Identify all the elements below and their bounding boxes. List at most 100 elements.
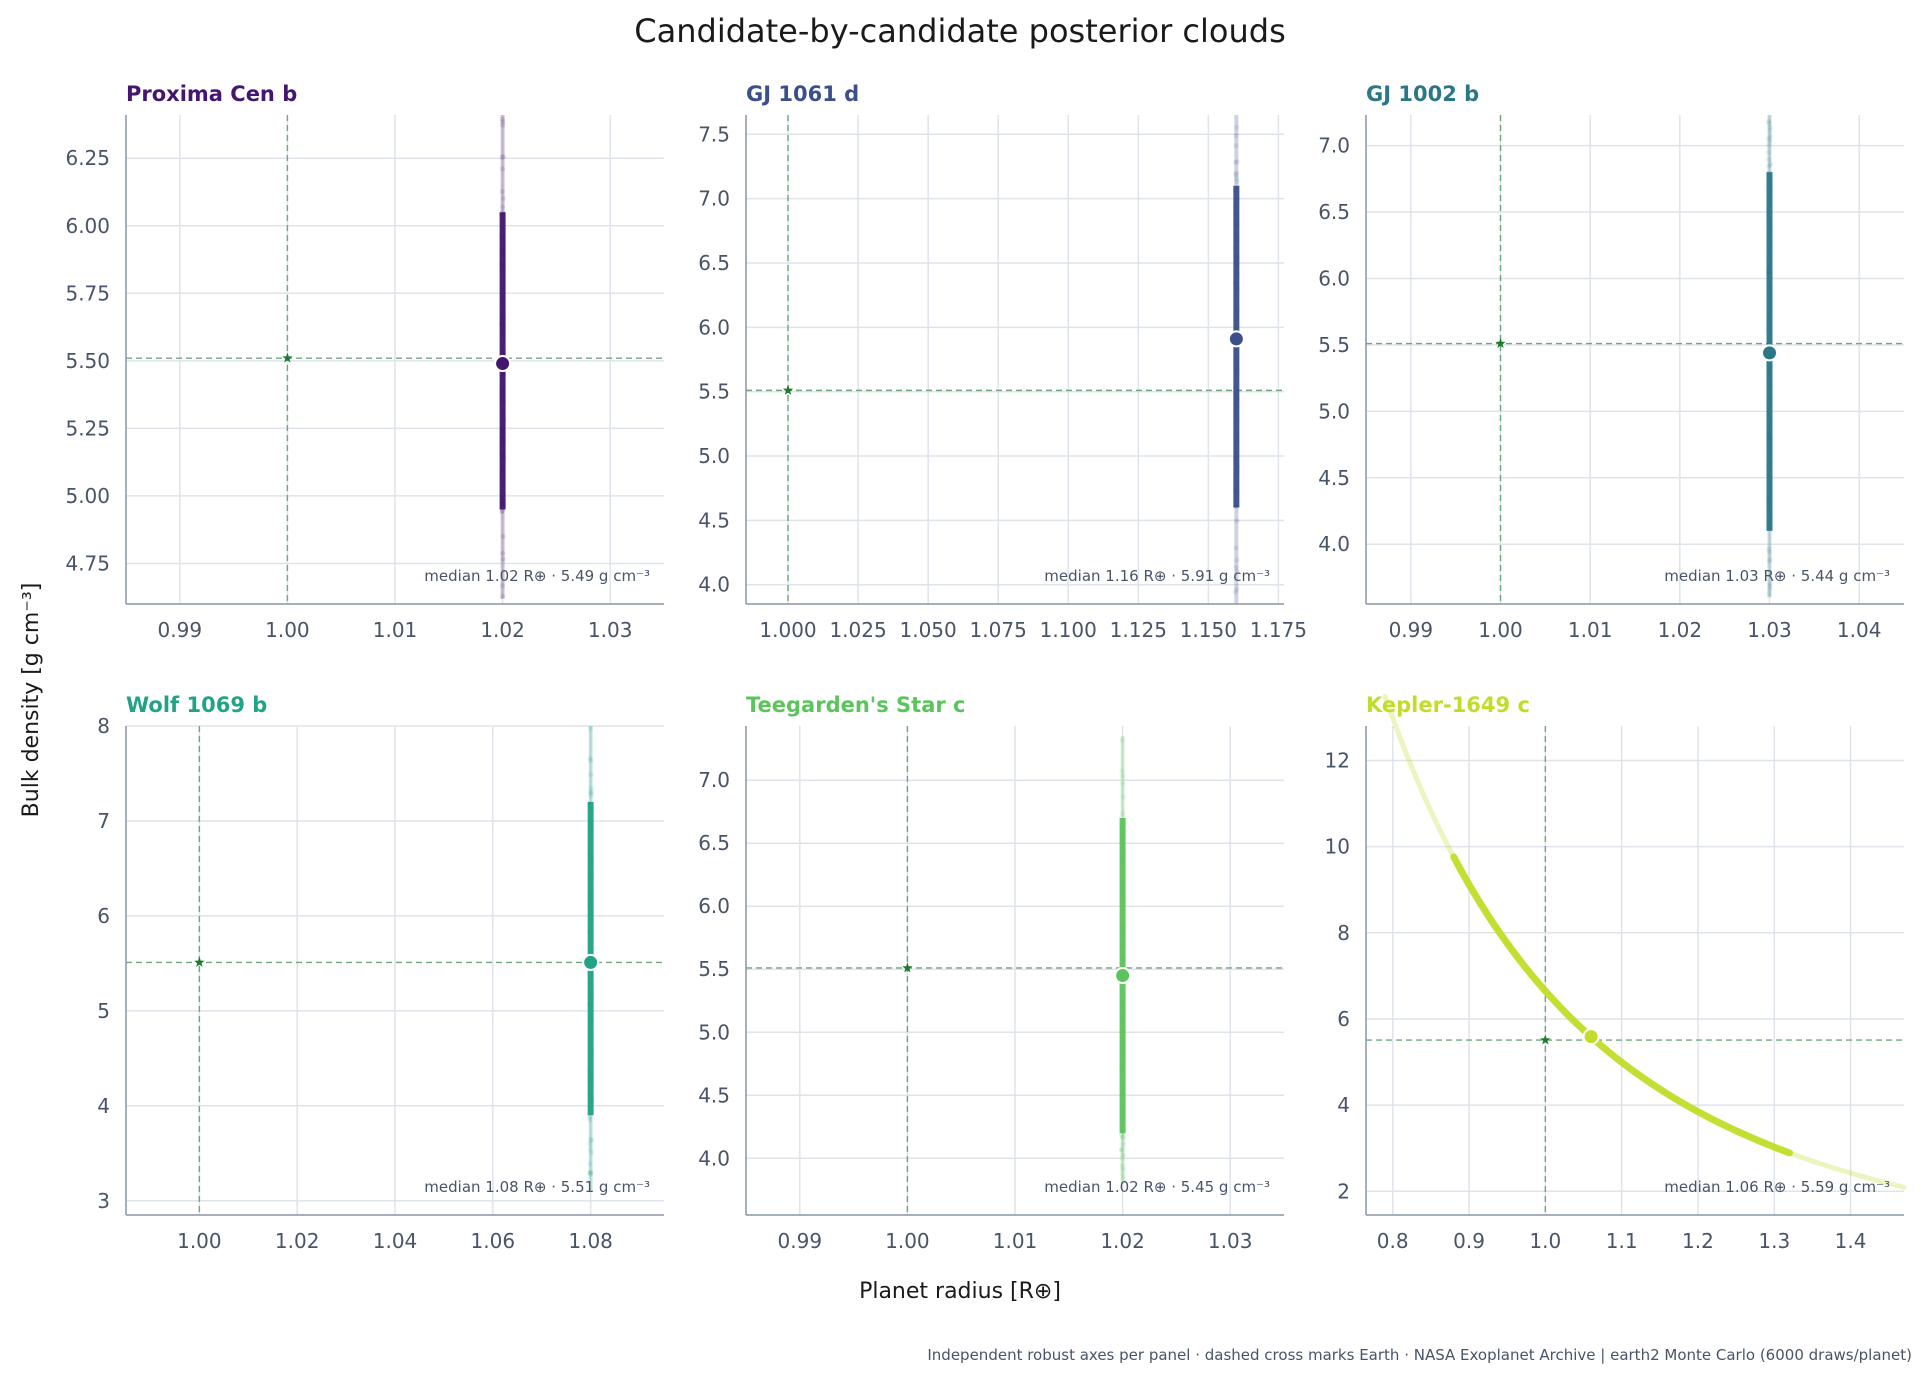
posterior-draw-point — [1119, 768, 1125, 774]
x-tick-label: 1.075 — [970, 618, 1027, 642]
posterior-draw-point — [499, 429, 505, 435]
posterior-draw-point — [1766, 246, 1772, 252]
posterior-draw-point — [587, 895, 594, 901]
posterior-draw-point — [1766, 591, 1772, 597]
posterior-draw-point — [1234, 453, 1240, 460]
posterior-draw-point — [1233, 564, 1239, 570]
posterior-draw-point — [1120, 1128, 1126, 1134]
posterior-draw-point — [1767, 285, 1773, 291]
posterior-draw-point — [499, 469, 505, 476]
posterior-draw-point — [1234, 222, 1240, 228]
x-tick-label: 0.99 — [778, 1229, 823, 1253]
posterior-draw-point — [499, 320, 505, 326]
posterior-draw-point — [1766, 426, 1772, 432]
posterior-draw-point — [1119, 1147, 1125, 1153]
y-tick-label: 5.50 — [65, 349, 110, 373]
posterior-draw-point — [1119, 854, 1125, 861]
posterior-draw-point — [588, 807, 594, 813]
posterior-cloud-halo — [1382, 693, 1907, 1190]
posterior-draw-point — [587, 872, 593, 878]
panel-wolf-1069-b: 1.00 1.02 1.04 1.06 1.08 3 4 5 6 7 8 Wolf 1069 b m… — [97, 693, 664, 1253]
posterior-draw-point — [1766, 185, 1772, 191]
posterior-draw-point — [500, 429, 507, 435]
posterior-draw-point — [1120, 1140, 1127, 1147]
posterior-draw-point — [1119, 1082, 1125, 1089]
median-label: median 1.02 R⊕ · 5.49 g cm⁻³ — [424, 567, 650, 585]
y-tick-label: 5.25 — [65, 416, 110, 440]
posterior-draw-point — [588, 911, 594, 917]
posterior-draw-point — [1767, 395, 1773, 401]
y-tick-label: 6 — [97, 904, 110, 928]
posterior-draw-point — [500, 418, 507, 424]
x-tick-label: 1.000 — [759, 618, 816, 642]
posterior-draw-point — [500, 398, 506, 404]
posterior-draw-point — [1234, 253, 1240, 259]
posterior-draw-point — [1233, 219, 1239, 225]
posterior-draw-point — [1234, 178, 1240, 185]
posterior-draw-point — [587, 1002, 593, 1009]
posterior-draw-point — [499, 234, 505, 240]
y-tick-label: 10 — [1325, 835, 1350, 859]
posterior-draw-point — [1234, 159, 1240, 165]
y-tick-label: 4 — [1337, 1093, 1350, 1117]
posterior-draw-point — [1120, 1135, 1126, 1141]
posterior-draw-point — [1234, 488, 1240, 495]
posterior-draw-point — [1120, 1130, 1126, 1136]
panel-title: Proxima Cen b — [126, 82, 297, 106]
posterior-draw-point — [1119, 833, 1125, 839]
posterior-draw-point — [1234, 235, 1240, 241]
posterior-draw-point — [587, 801, 593, 807]
median-marker — [1114, 967, 1132, 985]
y-tick-label: 12 — [1325, 748, 1350, 772]
posterior-draw-point — [588, 865, 594, 872]
posterior-draw-point — [1119, 1087, 1125, 1093]
x-tick-label: 1.03 — [1208, 1229, 1253, 1253]
posterior-draw-point — [587, 1117, 593, 1123]
posterior-draw-point — [1120, 1134, 1126, 1140]
x-tick-label: 1.06 — [471, 1229, 516, 1253]
posterior-draw-point — [1233, 133, 1239, 139]
posterior-draw-point — [1767, 583, 1773, 589]
y-tick-label: 5.0 — [698, 1020, 730, 1044]
posterior-draw-point — [587, 931, 594, 937]
x-tick-label: 1.050 — [900, 618, 957, 642]
posterior-draw-point — [1766, 120, 1772, 126]
posterior-draw-point — [1766, 251, 1772, 257]
panel-title: Teegarden's Star c — [746, 693, 966, 717]
posterior-draw-point — [587, 1161, 593, 1167]
posterior-draw-point — [1766, 156, 1772, 162]
y-tick-label: 5.5 — [698, 380, 730, 404]
posterior-draw-point — [588, 855, 595, 861]
x-tick-label: 1.00 — [265, 618, 310, 642]
posterior-draw-point — [1119, 1109, 1125, 1115]
posterior-draw-point — [1119, 892, 1125, 898]
posterior-draw-point — [1766, 263, 1772, 269]
posterior-draw-point — [1766, 367, 1773, 373]
posterior-draw-point — [1120, 1049, 1126, 1055]
posterior-draw-point — [588, 995, 595, 1001]
x-tick-label: 1.0 — [1529, 1229, 1561, 1253]
posterior-draw-point — [1233, 486, 1239, 492]
posterior-draw-point — [500, 454, 506, 461]
median-label: median 1.08 R⊕ · 5.51 g cm⁻³ — [424, 1178, 650, 1196]
posterior-draw-point — [587, 890, 593, 896]
posterior-draw-point — [1233, 545, 1239, 551]
median-label: median 1.16 R⊕ · 5.91 g cm⁻³ — [1044, 567, 1270, 585]
posterior-draw-point — [1233, 232, 1239, 238]
posterior-draw-point — [1767, 397, 1773, 403]
posterior-draw-point — [1766, 118, 1772, 124]
posterior-draw-point — [1233, 468, 1240, 474]
posterior-draw-point — [1119, 1018, 1126, 1025]
posterior-draw-point — [1234, 396, 1240, 403]
posterior-draw-point — [499, 437, 506, 443]
posterior-draw-point — [588, 1075, 594, 1081]
posterior-draw-point — [1234, 491, 1240, 497]
posterior-draw-point — [499, 426, 505, 432]
posterior-draw-point — [1234, 463, 1240, 469]
posterior-draw-point — [1234, 469, 1240, 475]
posterior-draw-point — [587, 1141, 593, 1147]
posterior-draw-point — [587, 819, 594, 825]
earth-marker — [782, 384, 794, 395]
posterior-draw-point — [587, 1077, 593, 1084]
